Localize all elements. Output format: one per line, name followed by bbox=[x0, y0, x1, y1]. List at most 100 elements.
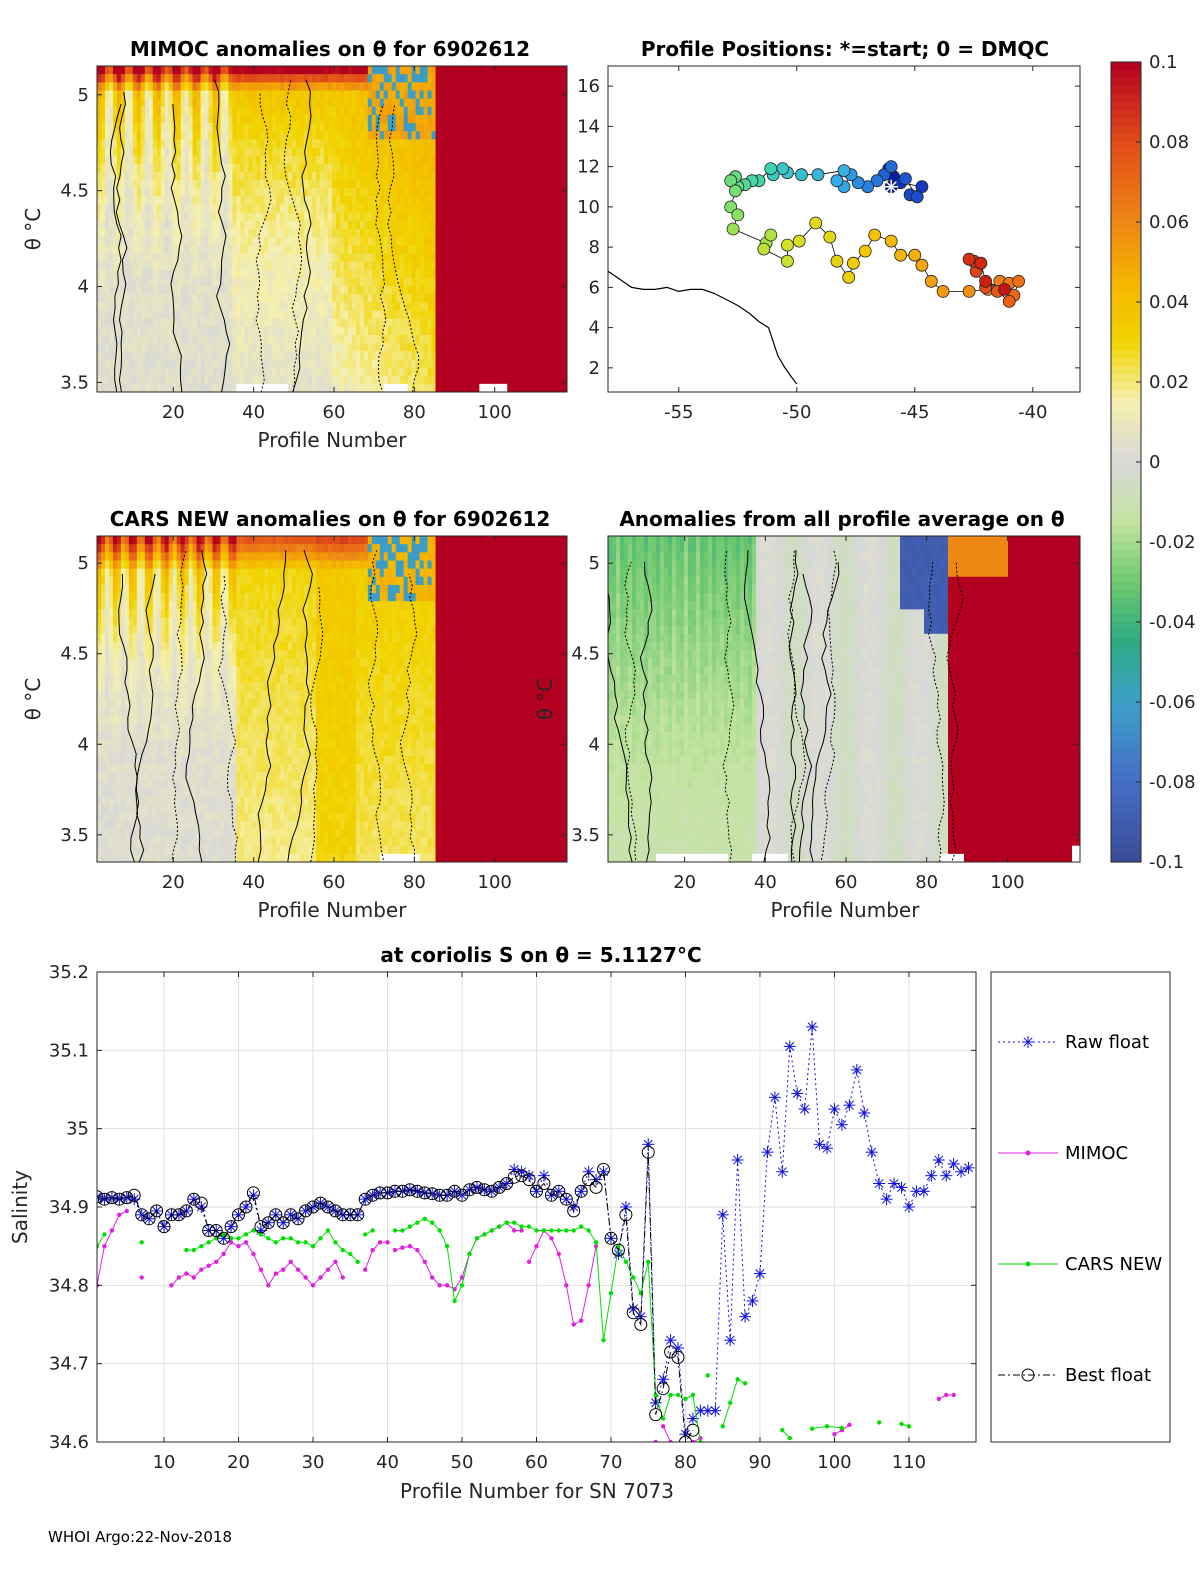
heatmap-cell bbox=[312, 131, 317, 140]
heatmap-cell bbox=[359, 269, 365, 279]
heatmap-cell bbox=[264, 82, 269, 92]
heatmap-cell bbox=[100, 690, 106, 700]
heatmap-cell bbox=[543, 82, 548, 92]
heatmap-cell bbox=[423, 98, 429, 108]
heatmap-cell bbox=[563, 351, 567, 360]
heatmap-cell bbox=[168, 171, 174, 181]
heatmap-cell bbox=[343, 334, 349, 344]
heatmap-cell bbox=[100, 375, 106, 385]
heatmap-cell bbox=[371, 359, 377, 369]
heatmap-cell bbox=[188, 334, 194, 344]
heatmap-cell bbox=[204, 106, 210, 116]
heatmap-cell bbox=[383, 351, 389, 360]
heatmap-cell bbox=[387, 114, 393, 124]
heatmap-cell bbox=[292, 171, 297, 181]
heatmap-cell bbox=[296, 123, 301, 132]
heatmap-cell bbox=[407, 294, 413, 303]
heatmap-cell bbox=[156, 196, 162, 206]
heatmap-cell bbox=[391, 139, 397, 149]
heatmap-cell bbox=[108, 237, 114, 246]
heatmap-cell bbox=[515, 334, 520, 344]
heatmap-cell bbox=[531, 74, 536, 83]
heatmap-cell bbox=[220, 326, 226, 336]
heatmap-cell bbox=[332, 139, 337, 149]
heatmap-cell bbox=[324, 245, 329, 255]
heatmap-cell bbox=[132, 123, 138, 132]
heatmap-cell bbox=[316, 90, 321, 100]
heatmap-cell bbox=[335, 367, 341, 377]
heatmap-cell bbox=[411, 302, 417, 312]
heatmap-cell bbox=[324, 204, 329, 214]
heatmap-cell bbox=[503, 326, 508, 336]
heatmap-cell bbox=[184, 277, 190, 287]
heatmap-cell bbox=[316, 147, 321, 157]
heatmap-cell bbox=[264, 375, 269, 385]
heatmap-cell bbox=[363, 114, 369, 124]
heatmap-cell bbox=[351, 163, 357, 173]
heatmap-cell bbox=[104, 253, 110, 263]
heatmap-cell bbox=[523, 123, 528, 132]
heatmap-cell bbox=[272, 66, 277, 75]
heatmap-cell bbox=[443, 212, 449, 222]
heatmap-cell bbox=[487, 334, 492, 344]
heatmap-cell bbox=[499, 114, 504, 124]
heatmap-cell bbox=[132, 302, 138, 312]
heatmap-cell bbox=[559, 383, 564, 392]
heatmap-cell bbox=[495, 302, 500, 312]
heatmap-cell bbox=[519, 334, 524, 344]
heatmap-cell bbox=[339, 318, 345, 328]
heatmap-cell bbox=[104, 666, 110, 676]
heatmap-cell bbox=[463, 359, 469, 369]
heatmap-cell bbox=[459, 155, 465, 165]
heatmap-cell bbox=[120, 367, 126, 377]
heatmap-cell bbox=[395, 180, 401, 189]
heatmap-cell bbox=[164, 66, 170, 75]
heatmap-cell bbox=[184, 351, 190, 360]
heatmap-cell bbox=[367, 343, 373, 352]
heatmap-cell bbox=[324, 114, 329, 124]
heatmap-cell bbox=[248, 155, 253, 165]
heatmap-cell bbox=[347, 318, 353, 328]
heatmap-cell bbox=[128, 147, 134, 157]
heatmap-cell bbox=[547, 74, 552, 83]
heatmap-cell bbox=[308, 375, 313, 385]
heatmap-cell bbox=[379, 204, 385, 214]
heatmap-cell bbox=[415, 351, 421, 360]
heatmap-cell bbox=[188, 204, 194, 214]
heatmap-cell bbox=[471, 294, 476, 303]
heatmap-cell bbox=[491, 98, 496, 108]
heatmap-cell bbox=[332, 367, 337, 377]
heatmap-cell bbox=[108, 74, 114, 83]
heatmap-cell bbox=[308, 188, 313, 197]
heatmap-cell bbox=[180, 269, 186, 279]
heatmap-cell bbox=[563, 237, 567, 246]
heatmap-cell bbox=[252, 310, 257, 320]
heatmap-cell bbox=[184, 180, 190, 189]
heatmap-cell bbox=[172, 98, 178, 108]
heatmap-cell bbox=[212, 245, 218, 255]
heatmap-cell bbox=[104, 544, 110, 553]
heatmap-cell bbox=[459, 180, 465, 189]
heatmap-cell bbox=[395, 90, 401, 100]
heatmap-cell bbox=[339, 139, 345, 149]
heatmap-cell bbox=[531, 123, 536, 132]
heatmap-cell bbox=[463, 302, 469, 312]
heatmap-cell bbox=[324, 229, 329, 238]
heatmap-cell bbox=[288, 269, 293, 279]
heatmap-cell bbox=[184, 261, 190, 271]
heatmap-cell bbox=[312, 155, 317, 165]
heatmap-cell bbox=[383, 375, 389, 385]
heatmap-cell bbox=[455, 98, 461, 108]
heatmap-cell bbox=[471, 326, 476, 336]
heatmap-cell bbox=[128, 123, 134, 132]
heatmap-cell bbox=[523, 188, 528, 197]
heatmap-cell bbox=[316, 74, 321, 83]
heatmap-cell bbox=[371, 245, 377, 255]
heatmap-cell bbox=[387, 286, 393, 295]
heatmap-cell bbox=[495, 326, 500, 336]
heatmap-cell bbox=[100, 699, 106, 708]
heatmap-cell bbox=[503, 171, 508, 181]
heatmap-cell bbox=[97, 318, 102, 328]
heatmap-cell bbox=[168, 180, 174, 189]
heatmap-cell bbox=[268, 318, 273, 328]
